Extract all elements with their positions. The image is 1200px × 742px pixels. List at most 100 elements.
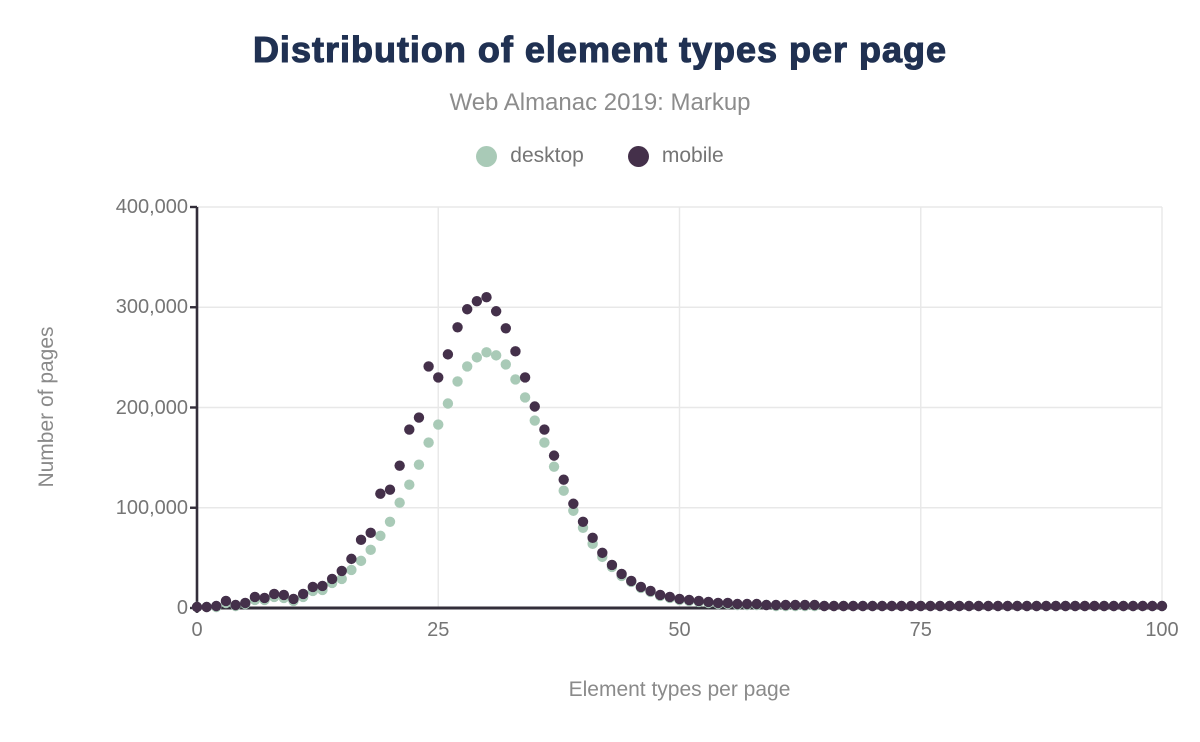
y-tick-label: 300,000 (115, 296, 188, 319)
data-point-mobile (336, 565, 347, 577)
data-point-mobile (297, 588, 309, 600)
data-point-mobile (442, 349, 454, 360)
data-point-desktop (413, 459, 425, 470)
data-point-desktop (529, 415, 540, 426)
data-point-desktop (346, 564, 357, 576)
data-point-mobile (1098, 600, 1110, 612)
y-tick-label: 100,000 (115, 496, 188, 519)
data-point-mobile (577, 516, 589, 527)
data-point-mobile (1079, 600, 1091, 612)
data-point-mobile (848, 600, 859, 612)
data-point-mobile (404, 424, 415, 435)
data-point-mobile (1137, 600, 1148, 612)
data-point-mobile (240, 597, 251, 609)
data-point-mobile (394, 460, 405, 471)
data-point-mobile (780, 599, 791, 611)
data-point-mobile (269, 588, 280, 600)
y-tick-label: 400,000 (115, 196, 188, 218)
data-point-mobile (905, 600, 917, 612)
data-point-desktop (394, 497, 405, 508)
data-point-mobile (1012, 600, 1023, 612)
data-point-mobile (413, 412, 425, 423)
data-point-mobile (278, 589, 290, 601)
data-point-mobile (365, 527, 376, 539)
data-point-mobile (983, 600, 994, 612)
data-point-mobile (558, 474, 569, 485)
data-point-mobile (693, 595, 704, 607)
data-point-mobile (751, 598, 762, 610)
legend: desktop mobile (0, 142, 1200, 170)
data-point-mobile (1050, 600, 1062, 612)
data-point-desktop (365, 544, 376, 556)
data-point-mobile (1118, 600, 1129, 612)
y-tick-label: 0 (176, 597, 188, 619)
data-point-desktop (490, 350, 502, 361)
y-tick-label: 200,000 (115, 396, 188, 419)
data-point-desktop (510, 374, 521, 385)
data-point-mobile (809, 599, 820, 611)
data-point-desktop (548, 461, 560, 472)
data-point-mobile (423, 361, 434, 372)
data-point-mobile (626, 575, 637, 587)
data-point-mobile (944, 600, 955, 612)
data-point-mobile (712, 597, 724, 609)
data-point-mobile (500, 323, 511, 334)
data-point-desktop (442, 398, 454, 409)
x-tick-label: 100 (1145, 619, 1179, 641)
data-point-mobile (1156, 600, 1168, 612)
data-point-mobile (915, 600, 926, 612)
data-point-mobile (616, 568, 627, 580)
data-point-mobile (220, 595, 232, 607)
data-point-mobile (886, 600, 897, 612)
data-point-mobile (529, 401, 540, 412)
data-point-mobile (481, 292, 492, 303)
data-point-mobile (1147, 600, 1158, 612)
chart-title: Distribution of element types per page (252, 28, 948, 70)
data-point-mobile (954, 600, 965, 612)
data-point-mobile (1021, 600, 1033, 612)
data-point-mobile (490, 306, 502, 317)
data-point-mobile (307, 581, 318, 593)
data-point-desktop (452, 376, 463, 387)
x-tick-label: 25 (427, 619, 450, 641)
data-point-mobile (741, 598, 753, 610)
data-point-mobile (683, 594, 695, 606)
data-point-mobile (375, 488, 386, 499)
data-point-desktop (423, 437, 434, 448)
data-point-mobile (1002, 600, 1013, 612)
data-point-mobile (587, 532, 598, 544)
data-point-mobile (384, 484, 396, 495)
x-tick-label: 75 (909, 619, 932, 641)
data-point-mobile (471, 296, 483, 307)
data-point-desktop (355, 555, 367, 567)
data-point-mobile (645, 585, 656, 597)
data-point-desktop (481, 347, 492, 358)
data-point-mobile (973, 600, 984, 612)
data-point-mobile (346, 553, 357, 565)
data-point-mobile (925, 600, 936, 612)
data-point-mobile (597, 547, 608, 559)
data-point-mobile (539, 424, 550, 435)
data-point-mobile (655, 589, 666, 601)
data-point-mobile (838, 600, 849, 612)
data-point-mobile (519, 372, 531, 383)
x-axis-title: Element types per page (568, 678, 791, 701)
data-point-mobile (462, 304, 473, 315)
mobile-swatch-icon (627, 145, 649, 167)
data-point-mobile (249, 591, 261, 603)
desktop-swatch-icon (476, 145, 498, 167)
data-point-mobile (317, 580, 328, 592)
data-point-mobile (963, 600, 975, 612)
legend-label-desktop: desktop (510, 144, 584, 167)
x-tick-label: 50 (668, 619, 691, 641)
data-point-mobile (355, 534, 367, 546)
data-point-desktop (558, 485, 569, 496)
data-point-mobile (510, 346, 521, 357)
data-point-mobile (201, 601, 212, 613)
data-point-mobile (230, 599, 241, 611)
data-point-mobile (876, 600, 888, 612)
data-point-desktop (384, 516, 396, 527)
data-point-mobile (326, 573, 338, 585)
data-point-desktop (462, 361, 473, 372)
